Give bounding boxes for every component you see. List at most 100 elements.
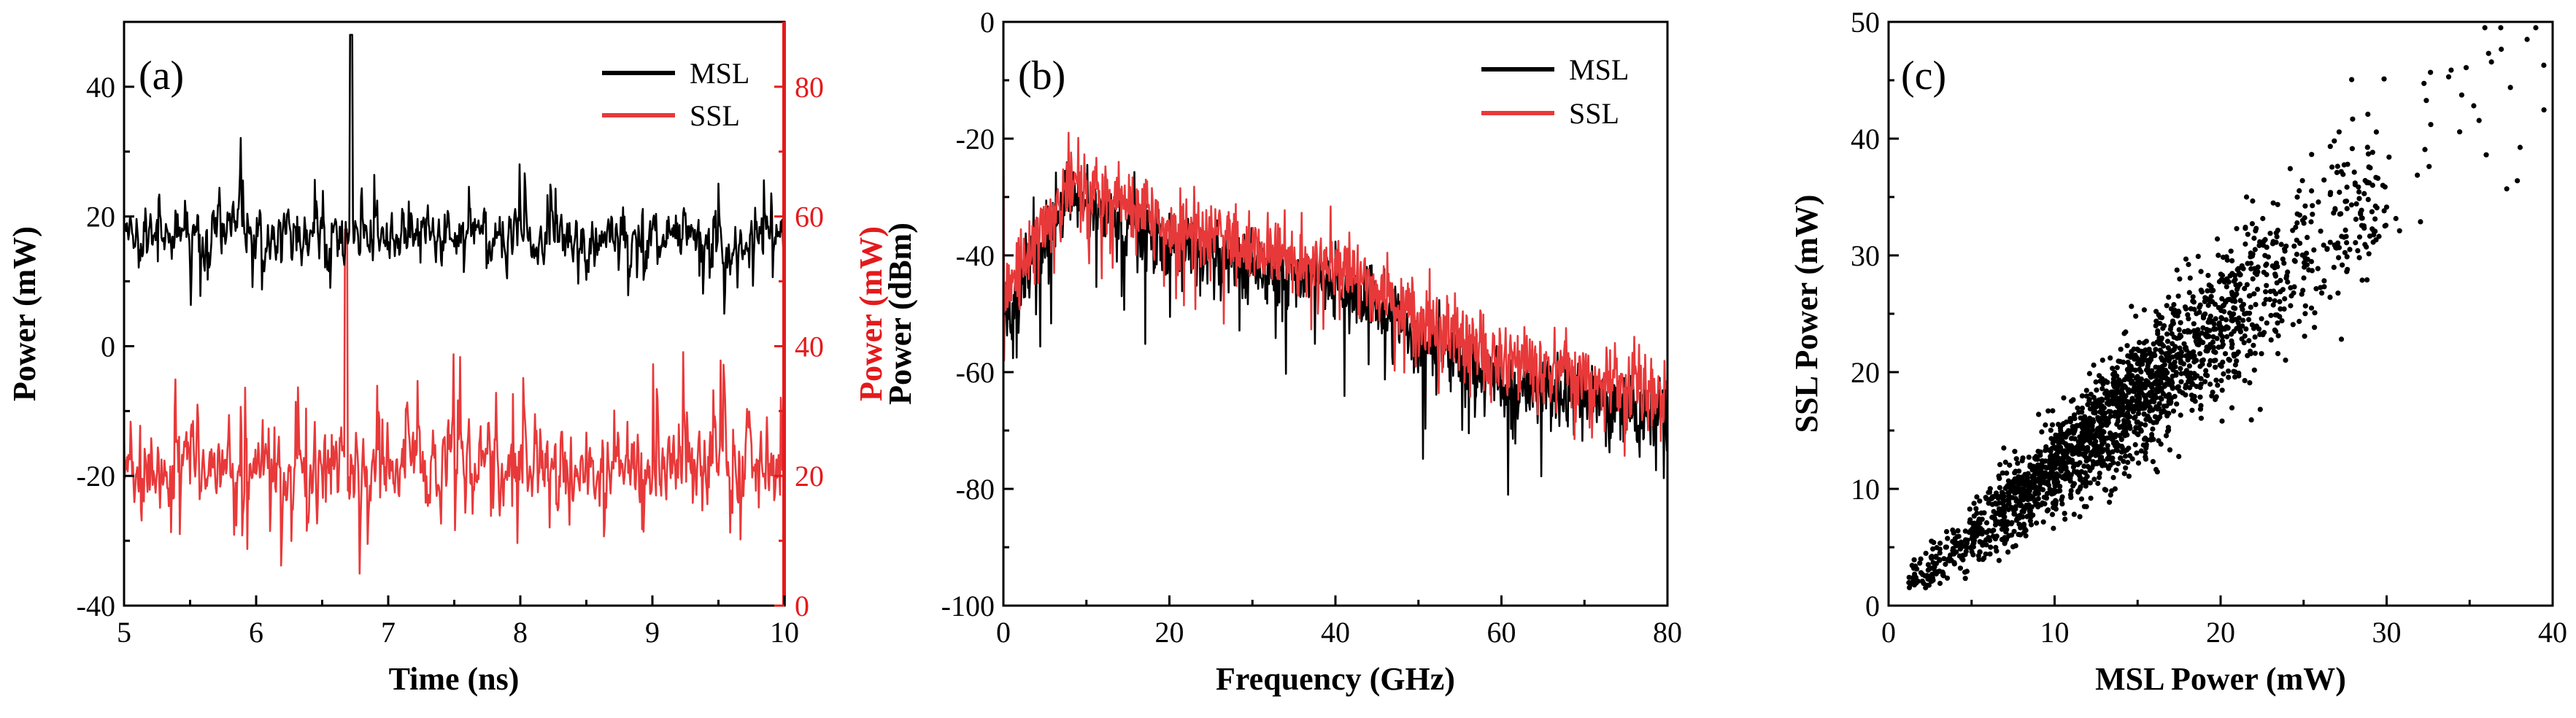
scatter-point	[2234, 358, 2240, 364]
scatter-point	[2327, 239, 2333, 245]
scatter-point	[2118, 436, 2124, 442]
scatter-point	[1940, 571, 1946, 576]
scatter-point	[2061, 395, 2067, 401]
scatter-point	[2040, 519, 2046, 525]
panel-a-plot-area	[123, 34, 786, 575]
scatter-point	[1930, 546, 1936, 552]
scatter-point	[2190, 294, 2196, 300]
scatter-point	[2137, 395, 2143, 401]
scatter-point	[2533, 25, 2539, 31]
scatter-point	[2035, 495, 2041, 502]
scatter-point	[1993, 534, 1999, 540]
scatter-point	[2364, 144, 2370, 150]
scatter-point	[2088, 495, 2094, 501]
scatter-point	[1957, 565, 1963, 571]
scatter-point	[2291, 243, 2297, 249]
scatter-point	[2045, 507, 2051, 513]
scatter-point	[2275, 320, 2280, 326]
scatter-point	[2096, 427, 2102, 433]
scatter-point	[2095, 480, 2101, 487]
scatter-point	[2110, 366, 2116, 371]
scatter-point	[2211, 326, 2217, 332]
scatter-point	[2373, 129, 2379, 135]
scatter-point	[2113, 467, 2119, 473]
scatter-point	[2097, 471, 2102, 476]
scatter-point	[2476, 117, 2482, 123]
scatter-point	[2083, 458, 2089, 464]
scatter-point	[2165, 345, 2171, 351]
scatter-point	[2181, 341, 2187, 347]
scatter-point	[2126, 374, 2132, 380]
scatter-point	[2187, 374, 2193, 380]
scatter-point	[2264, 271, 2270, 277]
scatter-point	[2218, 378, 2224, 384]
scatter-point	[1977, 498, 1983, 504]
scatter-point	[2104, 422, 2110, 428]
scatter-point	[2256, 326, 2262, 332]
y-tick-label: -60	[956, 356, 995, 389]
scatter-point	[2160, 390, 2166, 397]
scatter-point	[2445, 74, 2452, 80]
scatter-point	[1943, 529, 1950, 535]
scatter-point	[1971, 513, 1977, 519]
scatter-point	[2051, 454, 2057, 460]
scatter-point	[2348, 202, 2354, 208]
scatter-point	[2132, 352, 2138, 358]
scatter-point	[2056, 434, 2062, 440]
legend-msl-label: MSL	[690, 57, 749, 90]
scatter-point	[2482, 25, 2488, 31]
scatter-point	[2367, 180, 2372, 186]
scatter-point	[2350, 116, 2356, 122]
scatter-point	[2336, 129, 2342, 135]
y-tick-label: -100	[941, 590, 995, 622]
scatter-point	[2459, 92, 2464, 98]
scatter-point	[2191, 299, 2197, 305]
scatter-point	[1983, 495, 1989, 501]
scatter-point	[2126, 474, 2132, 479]
scatter-point	[2222, 351, 2229, 357]
scatter-point	[2213, 358, 2218, 363]
x-tick-label: 60	[1487, 616, 1516, 649]
scatter-point	[2035, 501, 2040, 507]
scatter-point	[2099, 403, 2105, 409]
scatter-point	[2218, 271, 2224, 277]
scatter-point	[2198, 376, 2204, 382]
scatter-point	[2275, 201, 2280, 207]
scatter-point	[2116, 358, 2121, 364]
scatter-point	[2057, 425, 2064, 431]
scatter-point	[2208, 293, 2214, 299]
scatter-point	[2351, 169, 2357, 175]
scatter-point	[2124, 419, 2129, 425]
scatter-point	[2021, 487, 2027, 493]
scatter-point	[2154, 370, 2160, 376]
scatter-point	[2143, 449, 2148, 456]
scatter-point	[2251, 342, 2256, 348]
scatter-point	[2359, 215, 2365, 221]
scatter-point	[2047, 475, 2053, 481]
scatter-point	[2278, 289, 2283, 295]
scatter-point	[2036, 470, 2042, 476]
scatter-point	[2313, 286, 2319, 292]
x-tick-label: 9	[645, 616, 660, 649]
scatter-point	[2002, 459, 2008, 466]
scatter-point	[2340, 262, 2345, 268]
panel-c-y-ticks: 0 10 20 30 40 50	[1851, 6, 1899, 622]
scatter-point	[2013, 543, 2018, 549]
scatter-point	[2059, 501, 2065, 507]
scatter-point	[1993, 519, 1999, 525]
scatter-point	[1979, 531, 1985, 537]
scatter-point	[2068, 495, 2074, 501]
scatter-point	[2297, 318, 2302, 325]
scatter-point	[2282, 296, 2288, 302]
scatter-point	[2091, 476, 2097, 482]
scatter-point	[2332, 206, 2338, 212]
scatter-point	[1962, 576, 1968, 582]
scatter-point	[2079, 405, 2086, 412]
scatter-point	[2382, 223, 2388, 229]
scatter-point	[2370, 239, 2376, 245]
scatter-point	[2067, 478, 2073, 484]
scatter-point	[2013, 456, 2019, 462]
scatter-point	[1997, 476, 2002, 482]
scatter-point	[2102, 487, 2108, 493]
scatter-point	[2210, 287, 2216, 293]
